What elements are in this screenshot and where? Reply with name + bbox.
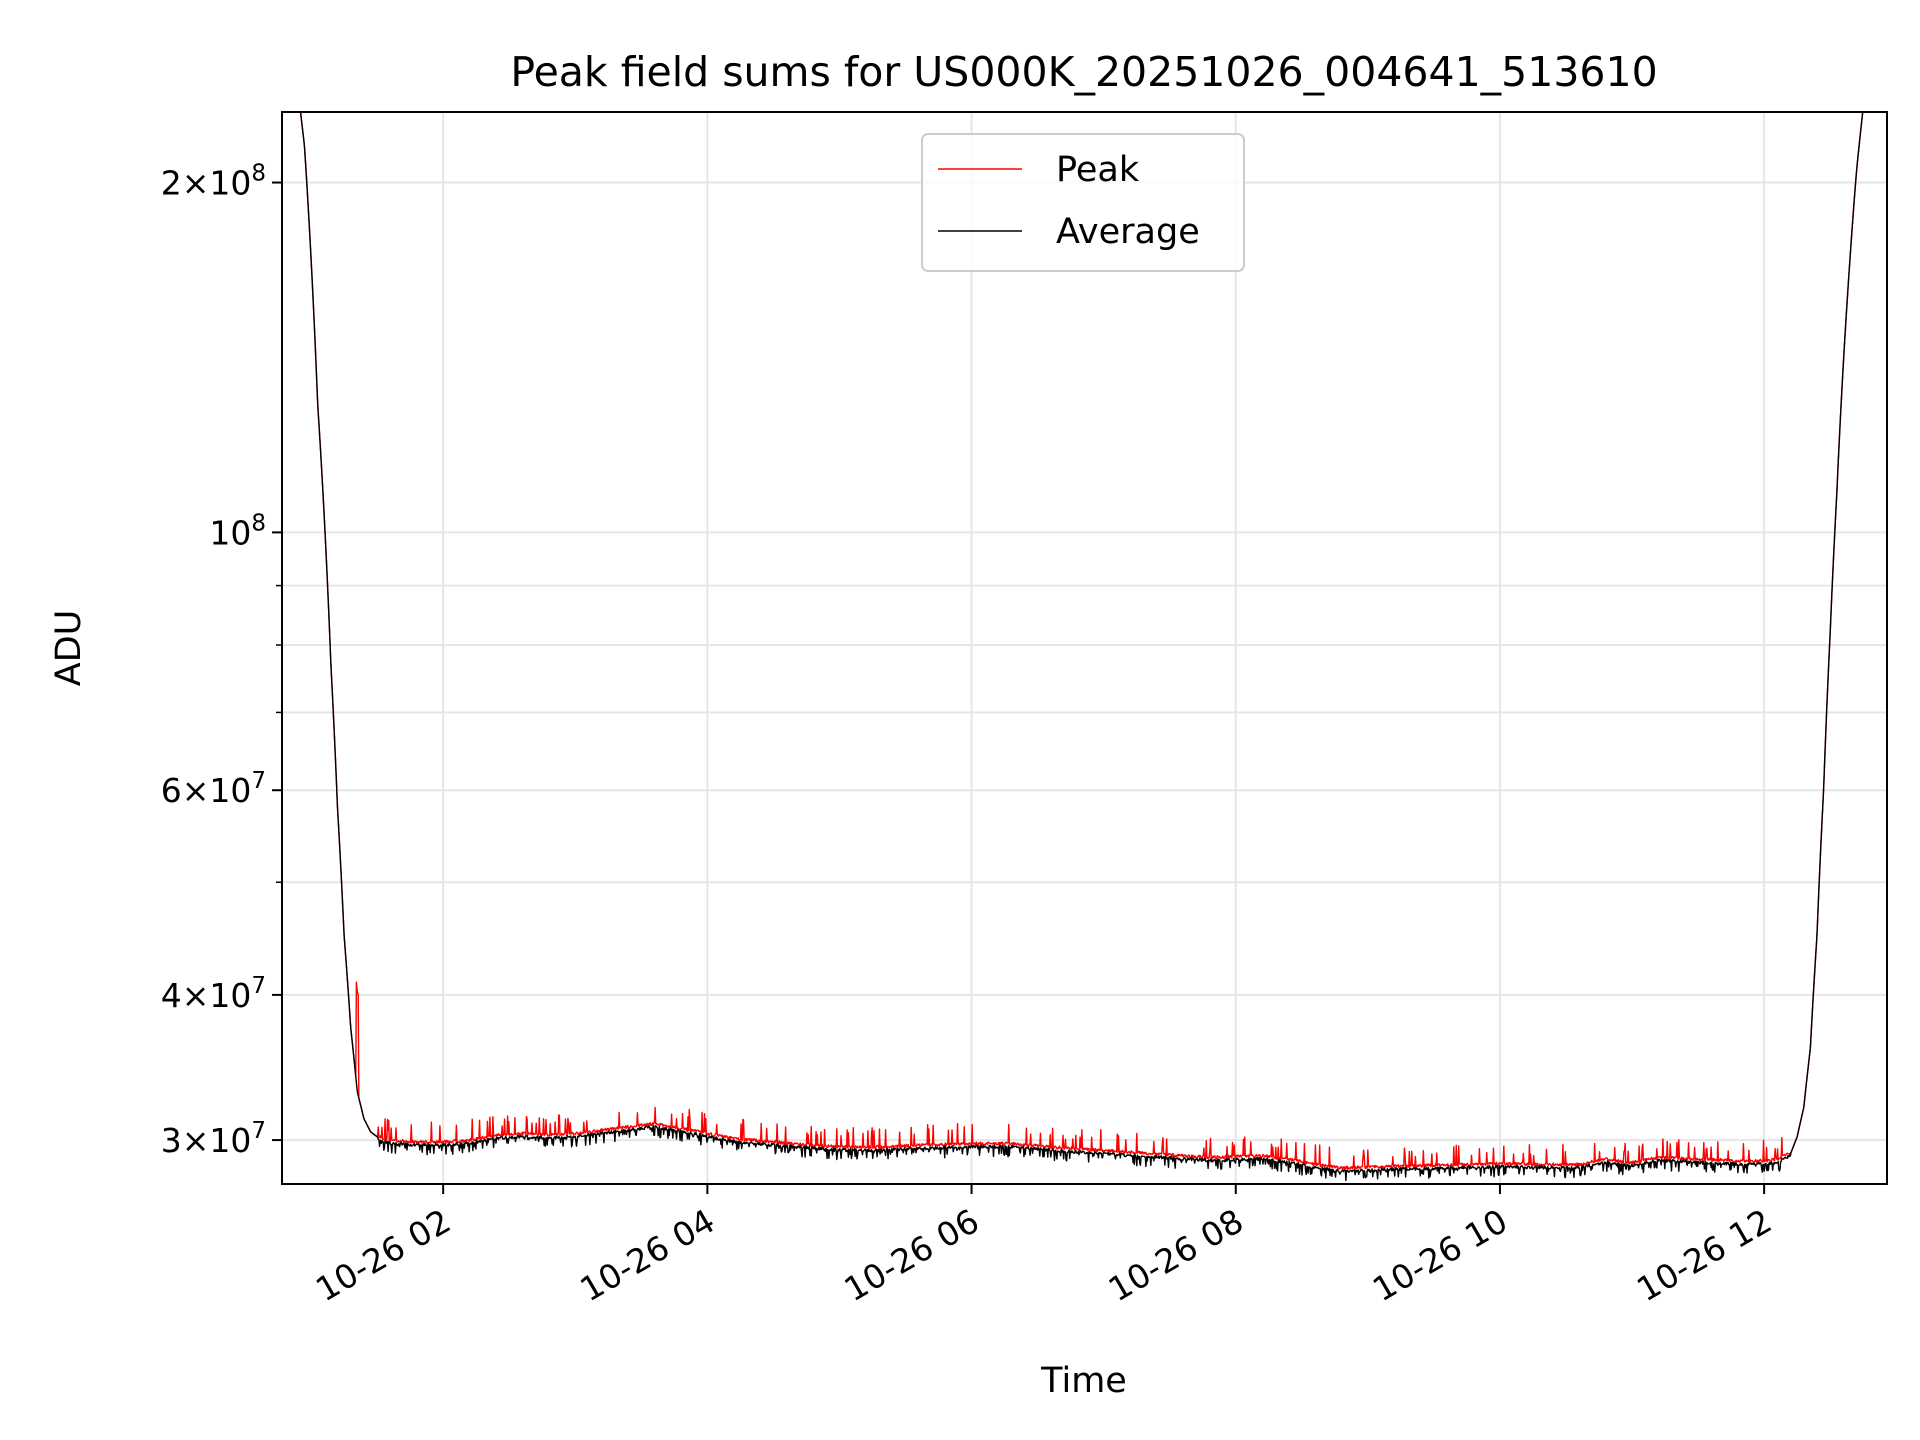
x-axis-label: Time [1040,1361,1127,1401]
y-axis-label: ADU [49,610,89,687]
y-tick-label: 3×107 [161,1118,266,1160]
y-tick-label: 4×107 [161,973,266,1015]
y-tick-label: 108 [209,510,266,552]
y-tick-label: 2×108 [161,161,266,203]
series-line-peak [299,112,1864,1170]
plot-frame [281,111,1888,1185]
legend: Peak Average [921,133,1245,272]
y-tick-label: 6×107 [161,768,266,810]
legend-label-peak: Peak [1056,150,1140,190]
legend-label-average: Average [1056,212,1200,252]
series-layer [299,112,1864,1182]
chart-title: Peak field sums for US000K_20251026_0046… [510,48,1657,96]
series-line-average [299,112,1864,1182]
